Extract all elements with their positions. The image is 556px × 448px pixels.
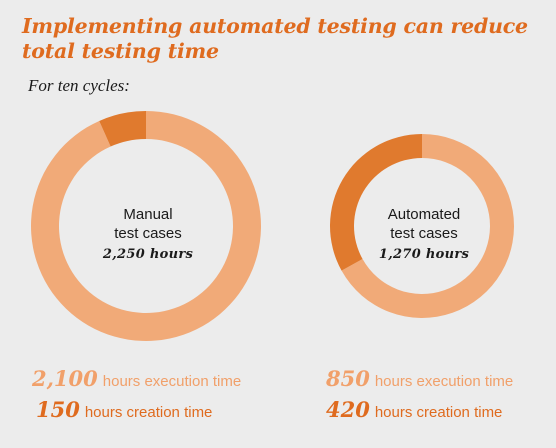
automated-creation-slice (330, 134, 422, 271)
chart-subtitle: For ten cycles: (28, 76, 130, 95)
automated-execution-stat: 850 hours execution time (326, 366, 513, 391)
chart-title: Implementing automated testing can reduc… (22, 14, 528, 63)
manual-center-line2: test cases (114, 225, 182, 242)
manual-creation-label: hours creation time (84, 404, 213, 421)
automated-execution-label: hours execution time (374, 373, 514, 390)
manual-creation-stat: 150 hours creation time (36, 397, 212, 422)
manual-center-label: Manual test cases 2,250 hours (68, 205, 228, 264)
manual-creation-value: 150 (36, 397, 80, 422)
manual-center-line1: Manual (123, 206, 173, 223)
manual-execution-value: 2,100 (32, 366, 98, 391)
automated-center-line1: Automated (387, 206, 461, 223)
automated-creation-value: 420 (326, 397, 370, 422)
manual-execution-stat: 2,100 hours execution time (32, 366, 241, 391)
automated-total-hours: 1,270 hours (378, 247, 470, 262)
manual-creation-slice (99, 111, 146, 147)
automated-center-line2: test cases (390, 225, 458, 242)
automated-creation-label: hours creation time (374, 404, 503, 421)
automated-creation-stat: 420 hours creation time (326, 397, 502, 422)
manual-execution-label: hours execution time (102, 373, 242, 390)
automated-execution-value: 850 (326, 366, 370, 391)
manual-total-hours: 2,250 hours (102, 247, 194, 262)
automated-center-label: Automated test cases 1,270 hours (344, 205, 504, 264)
